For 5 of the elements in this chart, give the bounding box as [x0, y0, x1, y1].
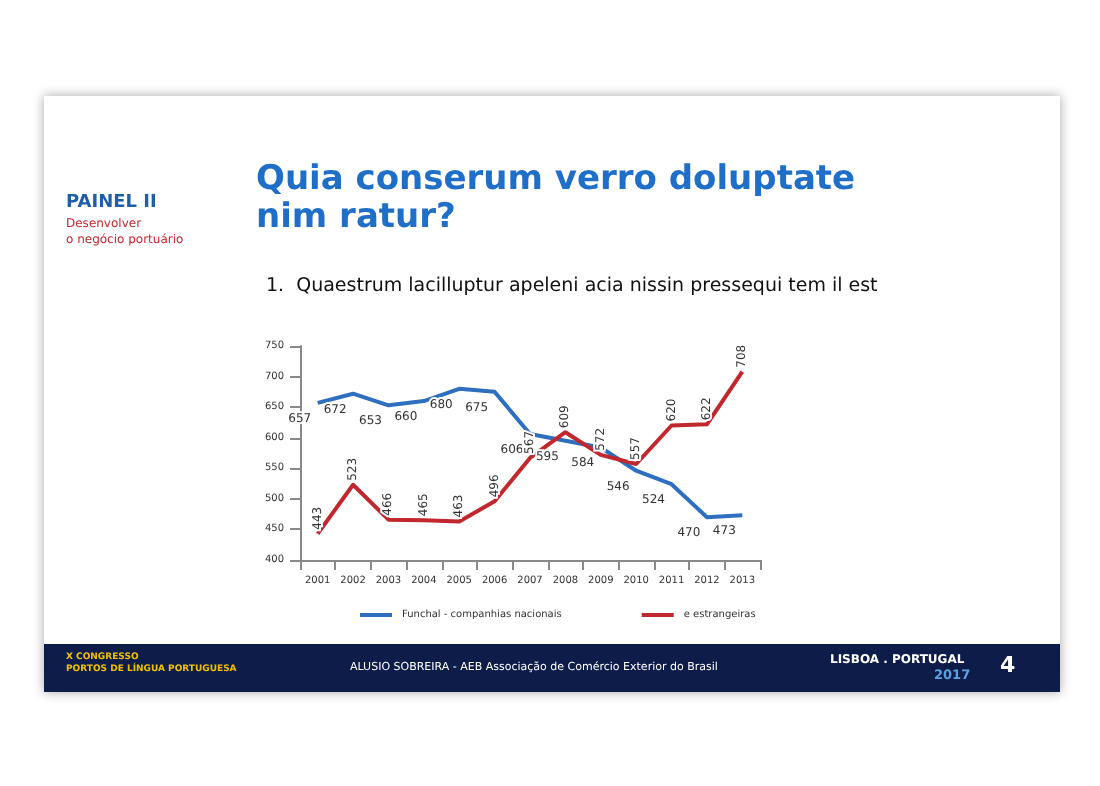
text: PAINEL II [66, 193, 157, 213]
chart-title: Quia conserum verro doluptate nim ratur? [256, 159, 856, 237]
line-series [315, 369, 745, 536]
text: 4 [1000, 652, 1016, 678]
chart-subtitle: 1. Quaestrum lacilluptur apeleni acia nissin pressequi tem il est [266, 275, 879, 297]
